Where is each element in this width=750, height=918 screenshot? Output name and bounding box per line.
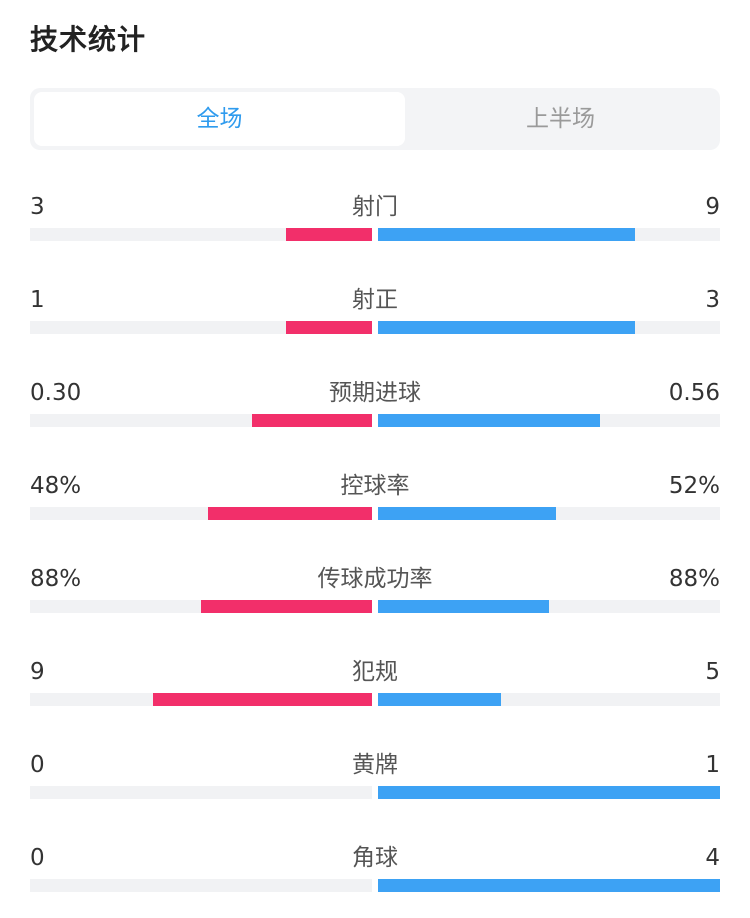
stat-label: 传球成功率 [317,566,433,592]
home-value: 1 [30,287,45,313]
tab-full-match[interactable]: 全场 [34,92,405,146]
stat-label: 射门 [352,194,398,220]
home-value: 48% [30,473,82,499]
stat-label: 射正 [352,287,398,313]
away-bar-track [378,228,720,241]
away-value: 3 [705,287,720,313]
home-value: 3 [30,194,45,220]
away-bar-track [378,321,720,334]
home-bar-track [30,879,372,892]
home-bar-fill [201,600,372,613]
away-bar-track [378,786,720,799]
home-bar-track [30,786,372,799]
away-bar-fill [378,693,501,706]
home-bar-track [30,507,372,520]
away-bar-track [378,600,720,613]
away-bar-fill [378,600,549,613]
stat-row: 黄牌 0 1 [30,750,720,820]
stat-label: 黄牌 [352,752,398,778]
stat-label: 预期进球 [329,380,421,406]
home-bar-track [30,414,372,427]
home-value: 9 [30,659,45,685]
stat-row: 犯规 9 5 [30,657,720,727]
away-bar-fill [378,507,556,520]
away-value: 4 [705,845,720,871]
tab-first-half[interactable]: 上半场 [526,106,595,132]
home-bar-track [30,228,372,241]
away-bar-fill [378,321,635,334]
away-value: 9 [705,194,720,220]
away-bar-track [378,693,720,706]
home-bar-track [30,321,372,334]
home-bar-fill [286,321,372,334]
away-bar-track [378,414,720,427]
home-bar-track [30,600,372,613]
home-value: 0 [30,845,45,871]
stat-label: 角球 [352,845,398,871]
home-value: 0 [30,752,45,778]
stat-row: 传球成功率 88% 88% [30,564,720,634]
home-bar-fill [208,507,372,520]
away-bar-fill [378,786,720,799]
stat-row: 预期进球 0.30 0.56 [30,378,720,448]
away-bar-fill [378,228,635,241]
away-bar-fill [378,879,720,892]
home-value: 0.30 [30,380,82,406]
home-bar-fill [252,414,372,427]
away-bar-track [378,879,720,892]
period-tabs: 全场 上半场 [30,88,720,150]
stat-label: 犯规 [352,659,398,685]
stat-row: 角球 0 4 [30,843,720,913]
away-value: 1 [705,752,720,778]
home-bar-fill [286,228,372,241]
home-bar-fill [153,693,372,706]
away-bar-fill [378,414,600,427]
home-bar-track [30,693,372,706]
stat-row: 控球率 48% 52% [30,471,720,541]
away-value: 5 [705,659,720,685]
away-value: 88% [668,566,720,592]
away-value: 0.56 [668,380,720,406]
stat-row: 射正 1 3 [30,285,720,355]
away-value: 52% [668,473,720,499]
home-value: 88% [30,566,82,592]
stat-row: 射门 3 9 [30,192,720,262]
page-title: 技术统计 [30,23,147,56]
away-bar-track [378,507,720,520]
stat-label: 控球率 [340,473,410,499]
